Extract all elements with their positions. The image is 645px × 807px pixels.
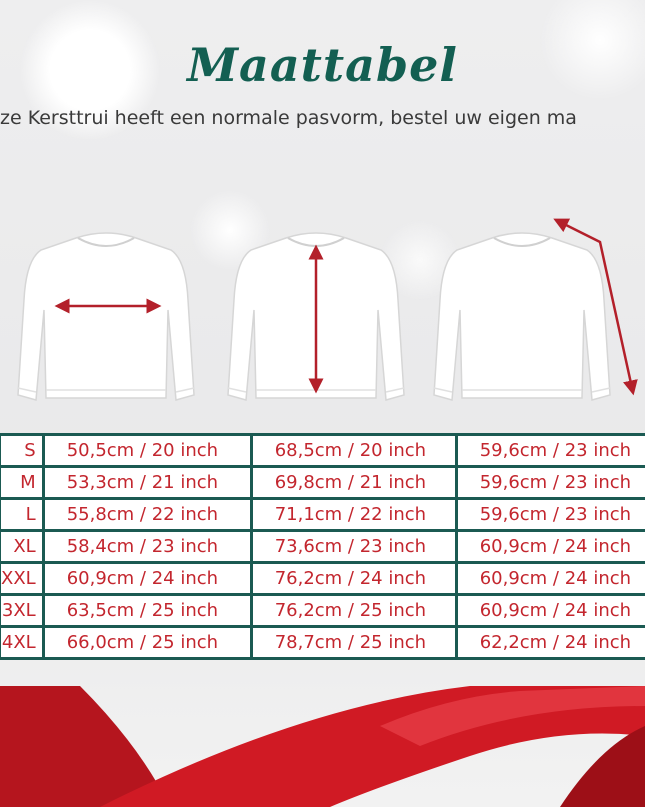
size-cell: S [0, 433, 45, 468]
sleeve-length-cell: 60,9cm / 24 inch [454, 593, 645, 628]
sweater-length-icon [227, 232, 405, 401]
table-row: S 50,5cm / 20 inch 68,5cm / 20 inch 59,6cm … [0, 433, 645, 468]
length-cell: 68,5cm / 20 inch [249, 433, 458, 468]
sleeve-length-cell: 62,2cm / 24 inch [454, 625, 645, 660]
length-cell: 76,2cm / 25 inch [249, 593, 458, 628]
sleeve-length-cell: 59,6cm / 23 inch [454, 497, 645, 532]
chest-width-cell: 53,3cm / 21 inch [41, 465, 253, 500]
size-cell: 3XL [0, 593, 45, 628]
length-cell: 69,8cm / 21 inch [249, 465, 458, 500]
chest-width-cell: 58,4cm / 23 inch [41, 529, 253, 564]
length-cell: 76,2cm / 24 inch [249, 561, 458, 596]
subtitle: ze Kersttrui heeft een normale pasvorm, … [0, 107, 577, 129]
sleeve-length-cell: 59,6cm / 23 inch [454, 465, 645, 500]
sweater-chest-width-icon [17, 232, 195, 401]
page-title: Maattabel [187, 38, 458, 92]
chest-width-cell: 60,9cm / 24 inch [41, 561, 253, 596]
table-row: XXL 60,9cm / 24 inch 76,2cm / 24 inch 60,9c… [0, 561, 645, 596]
length-cell: 73,6cm / 23 inch [249, 529, 458, 564]
table-row: 3XL 63,5cm / 25 inch 76,2cm / 25 inch 60,9c… [0, 593, 645, 628]
sweater-illustrations [17, 218, 638, 401]
sleeve-length-cell: 60,9cm / 24 inch [454, 561, 645, 596]
size-cell: XXL [0, 561, 45, 596]
table-row: M 53,3cm / 21 inch 69,8cm / 21 inch 59,6cm … [0, 465, 645, 500]
size-cell: 4XL [0, 625, 45, 660]
length-cell: 71,1cm / 22 inch [249, 497, 458, 532]
chest-width-cell: 63,5cm / 25 inch [41, 593, 253, 628]
sleeve-length-cell: 59,6cm / 23 inch [454, 433, 645, 468]
chest-width-cell: 66,0cm / 25 inch [41, 625, 253, 660]
sleeve-length-cell: 60,9cm / 24 inch [454, 529, 645, 564]
chest-width-cell: 50,5cm / 20 inch [41, 433, 253, 468]
table-row: XL 58,4cm / 23 inch 73,6cm / 23 inch 60,9cm… [0, 529, 645, 564]
length-cell: 78,7cm / 25 inch [249, 625, 458, 660]
size-cell: L [0, 497, 45, 532]
table-row: 4XL 66,0cm / 25 inch 78,7cm / 25 inch 62,2c… [0, 625, 645, 660]
size-cell: M [0, 465, 45, 500]
size-table: S 50,5cm / 20 inch 68,5cm / 20 inch 59,6cm … [0, 433, 645, 660]
table-row: L 55,8cm / 22 inch 71,1cm / 22 inch 59,6cm … [0, 497, 645, 532]
size-cell: XL [0, 529, 45, 564]
sweater-sleeve-icon [433, 218, 638, 401]
chest-width-cell: 55,8cm / 22 inch [41, 497, 253, 532]
red-ribbon-decoration [0, 686, 645, 807]
